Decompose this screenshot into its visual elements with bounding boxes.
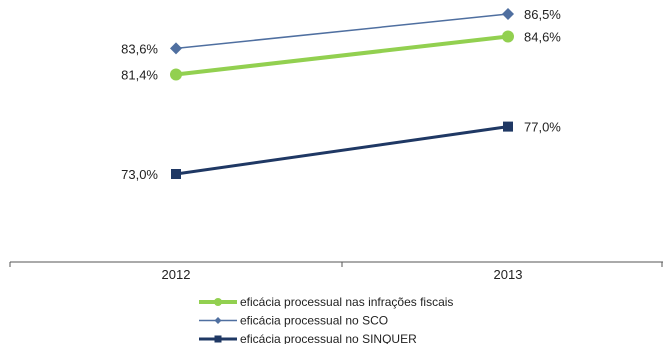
data-label: 84,6% <box>524 30 561 45</box>
data-point <box>502 30 514 43</box>
legend-label: eficácia processual nas infrações fiscai… <box>240 295 453 309</box>
data-label: 73,0% <box>121 167 158 182</box>
data-point <box>502 8 514 21</box>
legend-label: eficácia processual no SINQUER <box>240 332 417 344</box>
legend-marker <box>214 335 222 343</box>
series-line <box>175 13 509 50</box>
series-layer: 81,4% 84,6% 83,6% 86,5% 73,0% 77,0% <box>121 7 561 182</box>
legend-item: eficácia processual nas infrações fiscai… <box>199 295 453 309</box>
data-label: 77,0% <box>524 120 561 135</box>
series-line <box>175 125 509 176</box>
series-1: 81,4% 84,6% <box>121 30 561 83</box>
x-tick-label: 2012 <box>162 267 191 282</box>
series-line <box>175 34 509 77</box>
data-label: 81,4% <box>121 67 158 82</box>
legend-marker <box>214 317 222 324</box>
legend-item: eficácia processual no SCO <box>199 314 388 328</box>
legend: eficácia processual nas infrações fiscai… <box>199 295 453 344</box>
data-point <box>170 68 182 81</box>
data-point <box>171 169 181 179</box>
x-axis: 2012 2013 <box>9 261 663 282</box>
legend-marker <box>214 298 222 306</box>
series-3: 73,0% 77,0% <box>121 120 561 182</box>
legend-label: eficácia processual no SCO <box>240 314 388 328</box>
series-2: 83,6% 86,5% <box>121 7 561 56</box>
x-tick-label: 2013 <box>494 267 523 282</box>
legend-item: eficácia processual no SINQUER <box>199 332 417 344</box>
data-label: 83,6% <box>121 41 158 56</box>
data-point <box>170 42 182 55</box>
data-label: 86,5% <box>524 7 561 22</box>
data-point <box>503 121 513 132</box>
